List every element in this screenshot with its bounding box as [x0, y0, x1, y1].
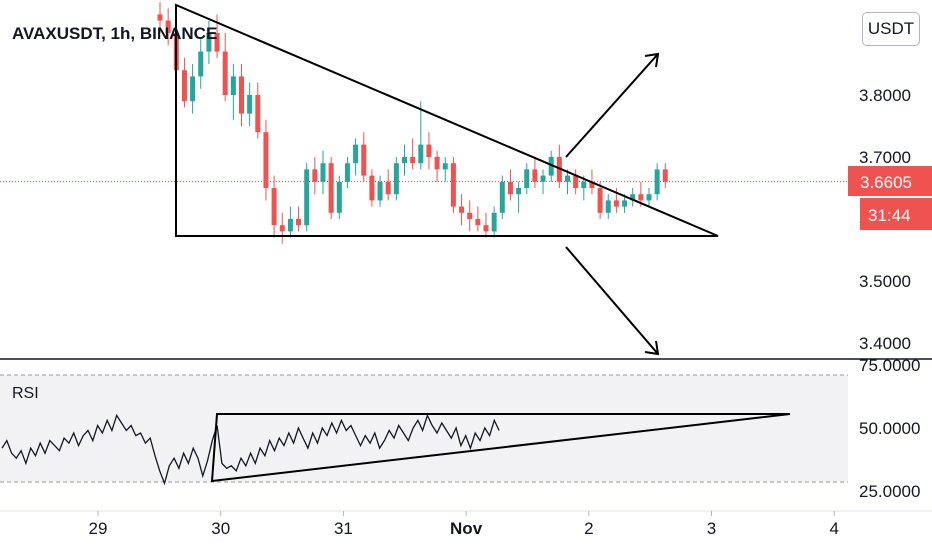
- candle-body: [548, 157, 554, 176]
- candle-body: [271, 188, 277, 226]
- candle-body: [442, 163, 448, 170]
- candle-body: [483, 225, 489, 232]
- candle-body: [402, 157, 407, 164]
- candle-body: [247, 95, 253, 114]
- candle-body: [418, 144, 424, 164]
- price-tick-label: 3.5000: [859, 272, 911, 291]
- candle-body: [279, 225, 285, 232]
- candle-body: [361, 144, 367, 176]
- candle-body: [312, 169, 318, 182]
- candle-body: [434, 157, 440, 170]
- candle-body: [353, 144, 359, 164]
- candle-body: [369, 175, 375, 201]
- candle-body: [410, 157, 416, 164]
- time-tick-label: 30: [211, 519, 230, 538]
- candle-body: [638, 194, 644, 201]
- candle-body: [181, 70, 187, 102]
- time-tick-label: 29: [89, 519, 108, 538]
- rsi-tick-label: 75.0000: [859, 356, 920, 375]
- chart-title: AVAXUSDT, 1h, BINANCE: [12, 24, 217, 43]
- rsi-line: [1, 413, 500, 486]
- candle-body: [263, 132, 269, 188]
- candle-body: [630, 194, 636, 201]
- rsi-tick-label: 25.0000: [859, 482, 920, 501]
- candle-body: [662, 169, 668, 182]
- candle-body: [516, 188, 522, 195]
- candle-body: [165, 20, 171, 33]
- candle-body: [239, 76, 244, 114]
- last-price-value: 3.6605: [860, 173, 912, 192]
- breakout-arrow-up[interactable]: [565, 52, 660, 158]
- time-tick-label: 31: [334, 519, 353, 538]
- candle-body: [524, 169, 530, 188]
- rsi-tick-label: 50.0000: [859, 419, 920, 438]
- time-axis[interactable]: 29 30 31 Nov 2 3 4: [89, 511, 839, 538]
- last-price-badge: 3.6605: [848, 166, 932, 196]
- candle-body: [214, 33, 220, 52]
- candle-body: [198, 51, 204, 77]
- candle-body: [589, 181, 595, 188]
- candle-body: [287, 219, 293, 232]
- candle-body: [190, 76, 196, 102]
- candle-body: [344, 163, 350, 182]
- candle-body: [467, 212, 473, 219]
- candle-body: [507, 181, 513, 195]
- candle-body: [157, 14, 163, 21]
- candle-body: [385, 181, 391, 195]
- candle-body: [573, 175, 579, 188]
- rsi-axis[interactable]: 75.0000 50.0000 25.0000: [859, 356, 920, 501]
- candle-body: [296, 219, 302, 226]
- candle-body: [426, 144, 432, 157]
- price-tick-label: 3.8000: [859, 86, 911, 105]
- candle-body: [581, 181, 587, 188]
- candle-body: [459, 206, 465, 213]
- candle-body: [320, 163, 326, 182]
- rsi-pane[interactable]: RSI 75.0000 50.0000 25.0000: [0, 356, 920, 501]
- candle-body: [605, 200, 611, 213]
- candle-body: [336, 181, 342, 213]
- candle-body: [206, 33, 212, 52]
- rsi-band-fill: [0, 375, 848, 482]
- candle-body: [654, 169, 660, 195]
- candle-body: [597, 188, 603, 213]
- candle-body: [255, 95, 261, 133]
- candle-body: [393, 163, 399, 195]
- price-tick-label: 3.7000: [859, 148, 911, 167]
- candle-body: [491, 212, 497, 232]
- time-tick-label: Nov: [450, 519, 483, 538]
- candle-body: [499, 181, 505, 213]
- countdown-value: 31:44: [868, 206, 911, 225]
- candle-body: [222, 51, 228, 95]
- breakdown-arrow-down[interactable]: [565, 246, 660, 356]
- candlestick-series: [157, 1, 668, 244]
- candle-body: [613, 200, 619, 207]
- countdown-badge: 31:44: [860, 198, 932, 230]
- candle-body: [565, 175, 570, 182]
- currency-unit-button[interactable]: USDT: [862, 12, 920, 46]
- candle-body: [475, 219, 481, 226]
- candle-body: [646, 194, 652, 201]
- price-tick-label: 3.4000: [859, 334, 911, 353]
- candle-body: [304, 169, 310, 226]
- rsi-title: RSI: [12, 385, 39, 402]
- time-tick-label: 3: [707, 519, 716, 538]
- descending-triangle: [175, 3, 719, 237]
- candle-body: [540, 175, 546, 182]
- triangle-drawing[interactable]: [175, 3, 719, 237]
- candle-body: [377, 181, 383, 201]
- candle-body: [328, 163, 334, 213]
- candle-body: [622, 200, 628, 207]
- candle-body: [532, 169, 538, 182]
- rsi-triangle-drawing[interactable]: [210, 413, 791, 483]
- candle-body: [450, 163, 456, 207]
- time-tick-label: 2: [584, 519, 593, 538]
- time-tick-label: 4: [829, 519, 838, 538]
- candle-body: [230, 76, 236, 95]
